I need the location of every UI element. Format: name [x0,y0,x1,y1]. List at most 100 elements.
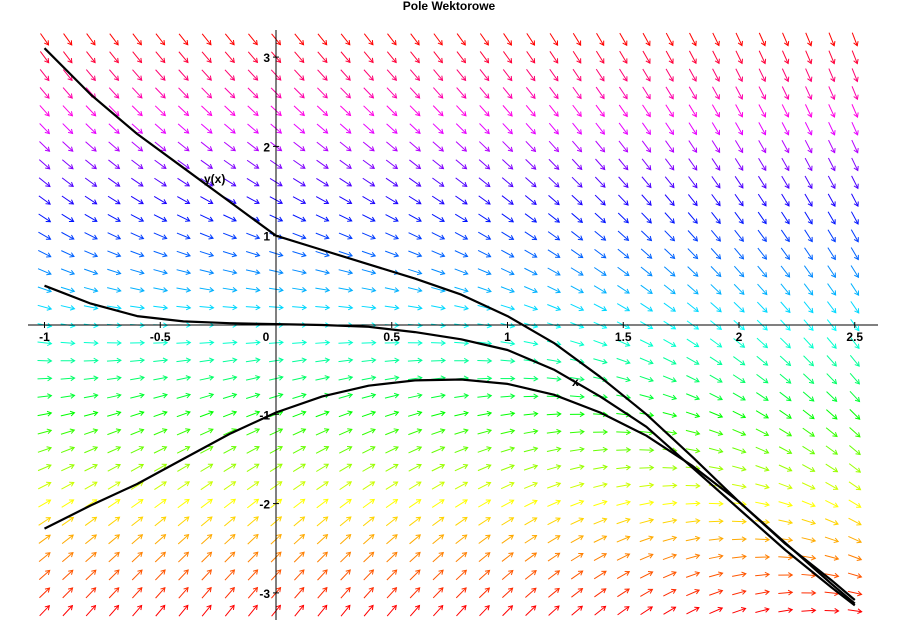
field-arrow [153,287,169,293]
field-arrow [153,375,169,381]
field-arrow [154,498,167,509]
field-arrow [107,463,122,472]
field-arrow [479,604,490,617]
field-arrow [664,158,675,171]
field-arrow [200,196,214,205]
field-arrow [828,32,836,47]
field-arrow [177,533,190,545]
field-arrow [755,465,770,472]
field-arrow [662,375,677,383]
field-arrow [385,250,400,258]
field-arrow [409,569,421,581]
field-arrow [37,375,53,382]
x-tick-label: 1 [504,330,511,344]
field-arrow [502,605,514,617]
field-arrow [386,534,398,545]
field-arrow [315,304,331,311]
field-arrow [177,463,191,472]
field-arrow [85,123,97,135]
field-arrow [83,375,99,382]
field-arrow [130,357,146,364]
field-arrow [824,608,840,614]
field-arrow [407,392,423,399]
field-arrow [478,534,491,544]
field-arrow [176,446,191,454]
field-arrow [523,304,539,311]
field-arrow [155,69,166,81]
field-arrow [805,50,813,65]
field-arrow [708,571,724,578]
field-arrow [779,337,791,349]
field-arrow [802,373,815,385]
field-arrow [410,51,420,64]
field-arrow [107,232,122,240]
field-arrow [781,140,790,154]
field-arrow [686,589,701,597]
field-arrow [803,265,814,278]
field-arrow [778,554,794,561]
field-arrow [802,409,815,420]
field-arrow [84,195,98,205]
field-arrow [154,551,167,563]
field-arrow [805,32,813,47]
field-arrow [546,446,562,453]
field-arrow [570,517,585,525]
field-arrow [431,446,446,454]
field-arrow [547,517,561,526]
field-arrow [479,105,490,117]
field-arrow [455,516,468,526]
field-arrow [595,140,606,153]
field-arrow [62,569,74,581]
field-arrow [62,87,73,99]
field-arrow [735,104,744,118]
field-arrow [804,175,813,190]
field-arrow [640,248,653,259]
field-arrow [432,534,445,545]
field-arrow [526,51,536,64]
field-arrow [663,338,677,347]
field-arrow [293,516,306,527]
field-arrow [340,33,351,46]
field-arrow [687,212,698,224]
field-arrow [686,302,699,313]
field-arrow [61,516,75,526]
field-arrow [39,123,51,135]
field-arrow [37,428,53,435]
field-arrow [432,516,445,526]
field-arrow [39,51,50,64]
field-arrow [616,535,631,543]
field-arrow [641,230,653,242]
field-arrow [361,428,376,436]
field-arrow [40,33,50,46]
field-arrow [61,552,74,563]
field-arrow [362,214,376,222]
field-arrow [712,68,720,83]
field-arrow [455,569,468,581]
field-arrow [315,269,331,275]
field-arrow [292,357,308,364]
field-arrow [686,375,700,383]
chart-title: Pole Wektorowe [403,0,496,13]
field-arrow [338,428,353,436]
field-arrow [548,176,560,188]
field-arrow [201,51,212,64]
field-arrow [245,286,261,293]
field-arrow [223,177,237,187]
field-arrow [86,33,96,46]
field-arrow [294,33,305,46]
field-arrow [641,194,652,206]
field-arrow [247,586,259,599]
field-arrow [687,194,698,207]
field-arrow [130,195,144,205]
field-arrow [246,392,261,399]
field-arrow [131,105,143,117]
field-arrow [454,499,468,508]
field-arrow [431,232,446,240]
field-arrow [571,605,584,616]
field-arrow [316,481,329,491]
field-arrow [222,357,238,364]
field-arrow [663,606,677,615]
field-arrow [454,213,468,223]
field-arrow [781,193,790,207]
field-arrow [199,269,215,275]
